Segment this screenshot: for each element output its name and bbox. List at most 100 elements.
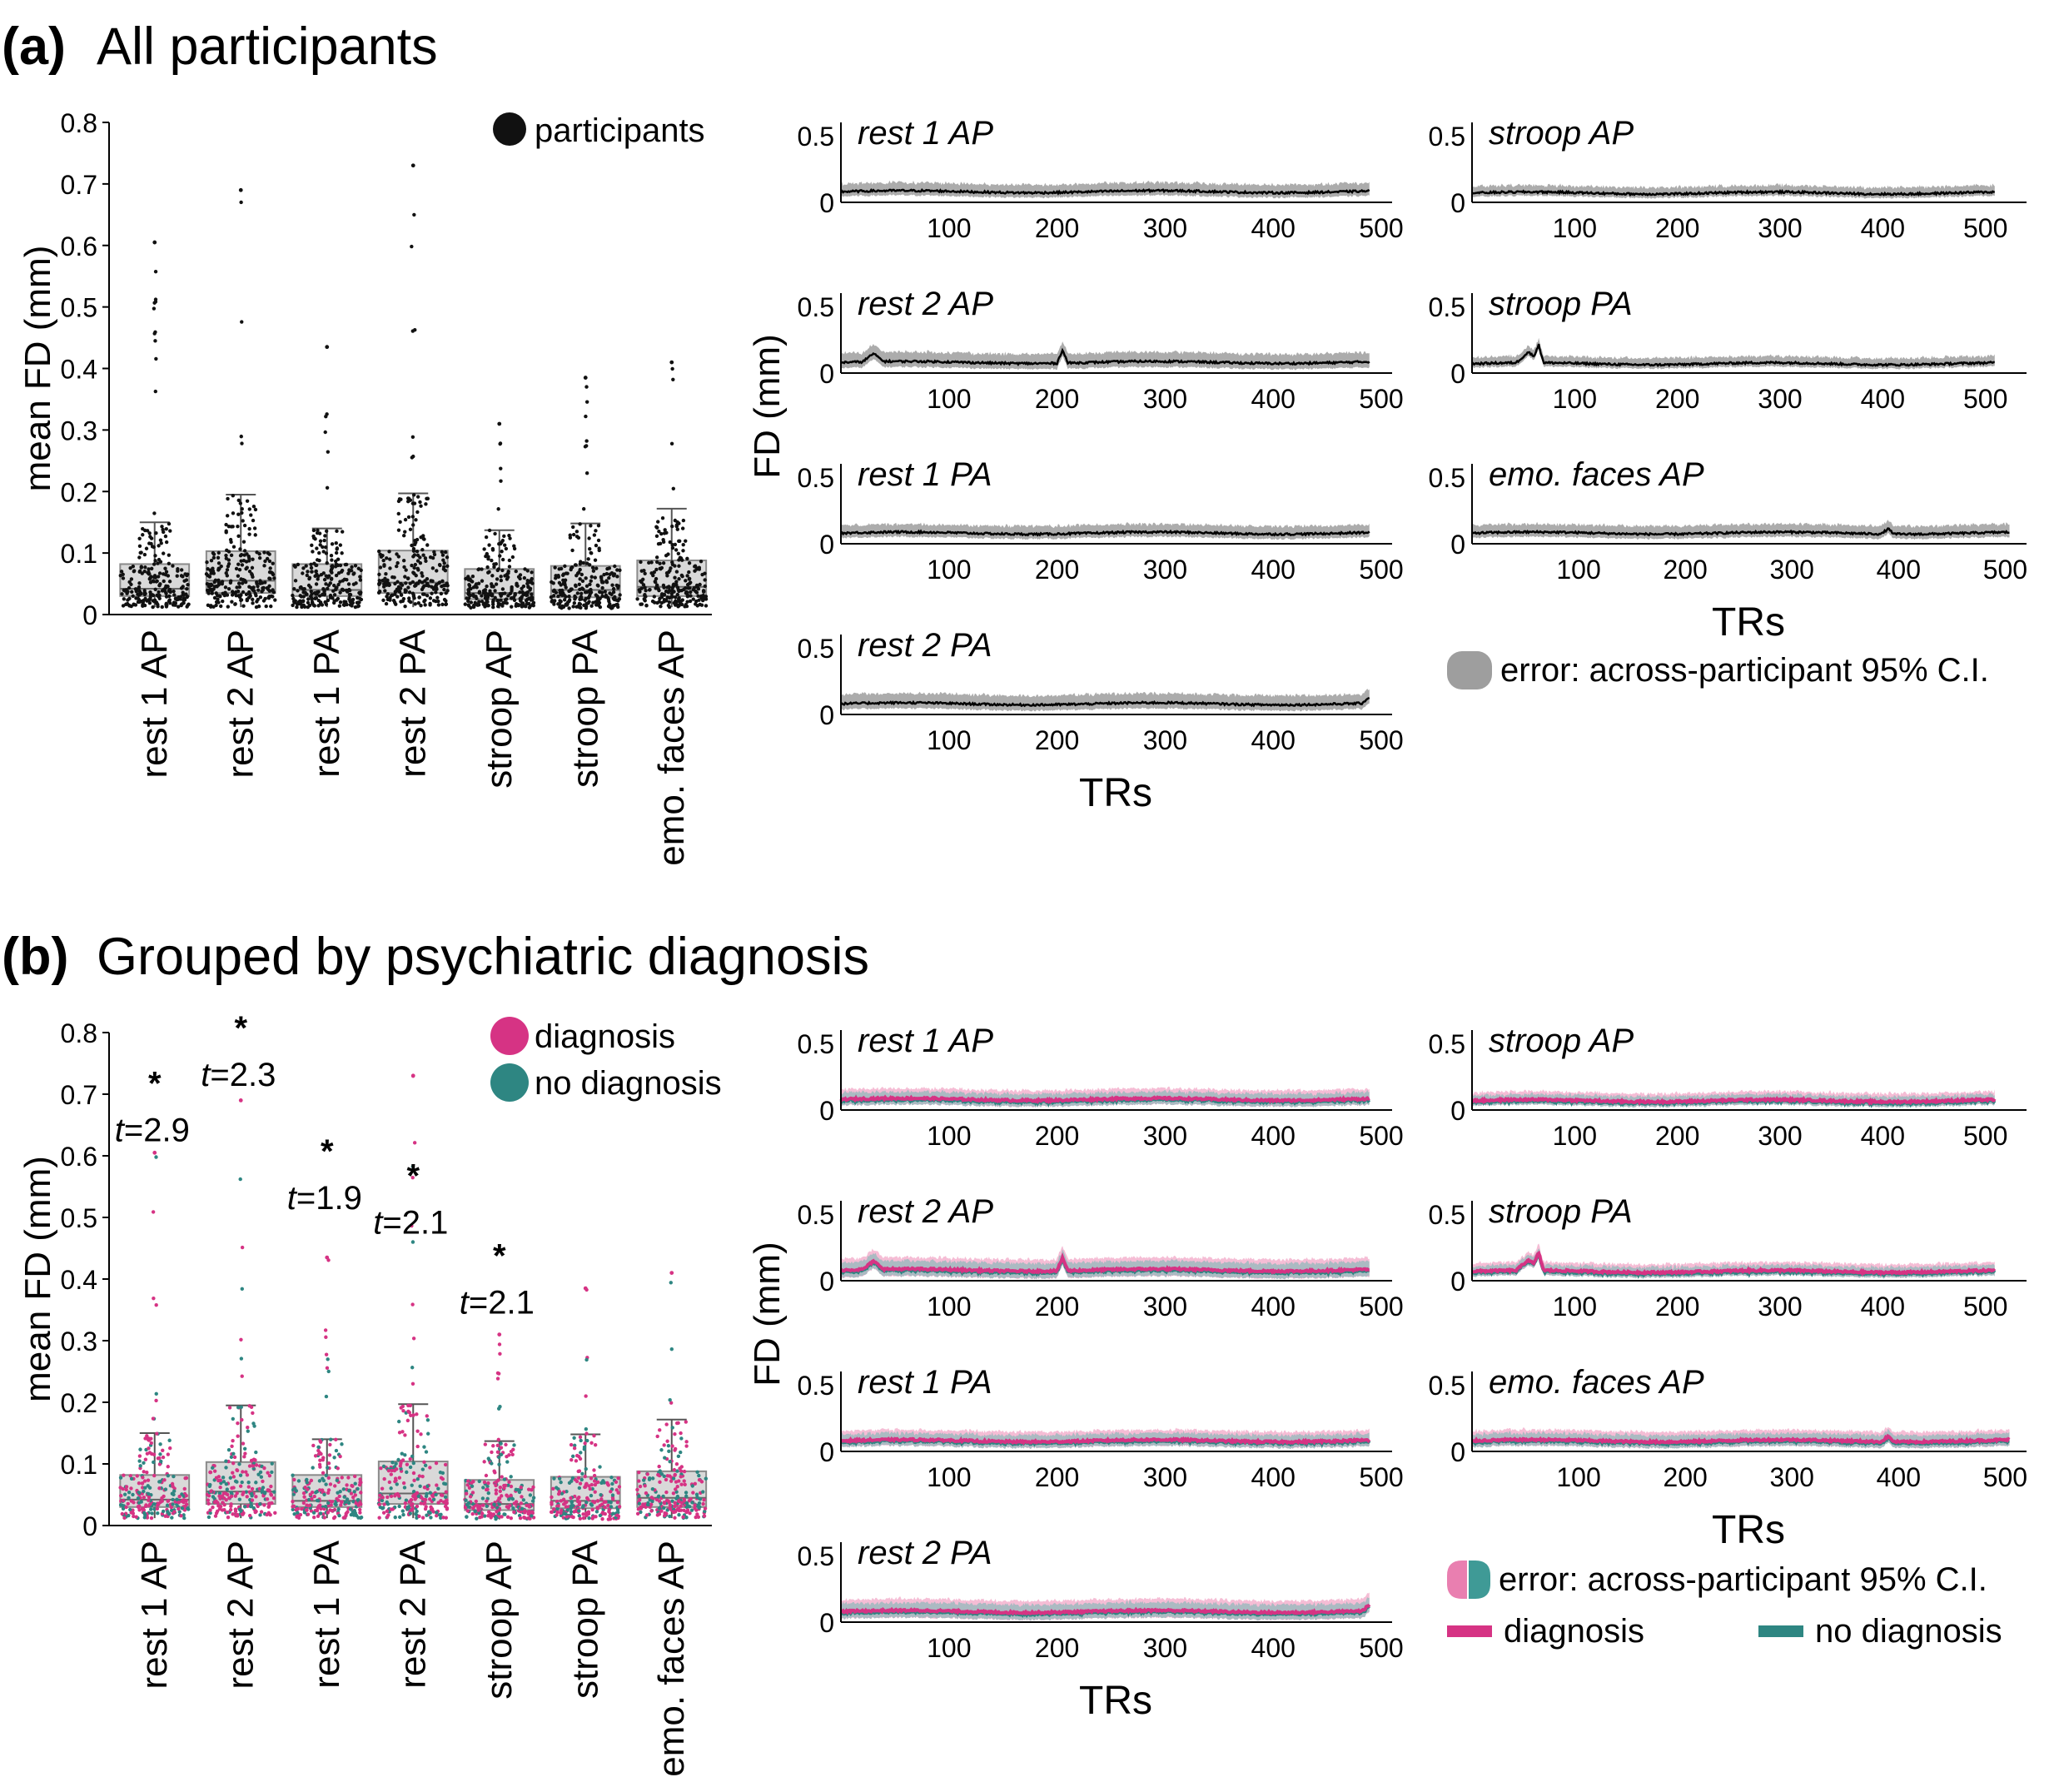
participant-point — [439, 1512, 443, 1517]
participant-point — [667, 585, 671, 590]
participant-point — [137, 593, 142, 597]
participant-point — [234, 566, 239, 571]
participant-point — [404, 581, 408, 585]
participant-point — [128, 565, 132, 570]
participant-point — [247, 569, 252, 574]
participant-point — [591, 1515, 596, 1519]
participant-point — [323, 1505, 328, 1509]
participant-point — [397, 1504, 401, 1509]
participant-point — [154, 580, 158, 584]
participants-legend-marker — [493, 112, 526, 146]
participant-point — [594, 529, 598, 533]
participant-point — [694, 1492, 699, 1496]
participant-point — [242, 553, 246, 557]
outlier-point — [497, 1332, 502, 1337]
participant-point — [611, 1511, 615, 1516]
participant-point — [573, 1494, 577, 1499]
participant-point — [128, 1507, 132, 1512]
participant-point — [226, 586, 231, 591]
participant-point — [251, 518, 256, 523]
participant-point — [227, 1406, 232, 1410]
participant-point — [602, 1481, 606, 1485]
participant-point — [491, 605, 495, 610]
participant-point — [231, 511, 236, 515]
participant-point — [147, 571, 152, 576]
participant-point — [225, 1487, 230, 1491]
participant-point — [214, 584, 219, 589]
participant-point — [156, 1503, 160, 1507]
participant-point — [694, 583, 699, 588]
participant-point — [654, 567, 659, 572]
participant-point — [418, 500, 422, 505]
participant-point — [407, 590, 412, 595]
ts-x-tick-label: 200 — [1035, 725, 1079, 755]
participant-point — [423, 556, 428, 560]
participant-point — [269, 1492, 273, 1496]
participant-point — [413, 602, 417, 606]
ci-pink-half-swatch — [1447, 1561, 1467, 1599]
outlier-point — [497, 421, 502, 426]
participant-point — [478, 1504, 482, 1508]
participant-point — [518, 1516, 523, 1521]
participant-point — [256, 1472, 261, 1476]
participant-point — [466, 578, 471, 582]
participant-point — [138, 1447, 142, 1451]
participant-point — [484, 1473, 489, 1478]
participant-point — [214, 1476, 219, 1480]
participant-point — [701, 1501, 705, 1506]
participant-point — [574, 1509, 579, 1514]
participant-point — [552, 602, 556, 606]
ts-y-tick-label: 0 — [1450, 530, 1465, 560]
participant-point — [509, 1484, 514, 1489]
participant-point — [406, 585, 410, 590]
participant-point — [525, 569, 530, 573]
ts-x-tick-label: 500 — [1963, 1121, 2007, 1151]
participant-point — [317, 594, 322, 598]
participant-point — [499, 1446, 504, 1450]
participant-point — [486, 556, 490, 561]
participant-point — [237, 585, 241, 590]
participant-point — [216, 550, 221, 555]
participant-point — [527, 1505, 531, 1509]
participant-point — [225, 1510, 230, 1515]
category-label: rest 1 AP — [134, 630, 175, 779]
participant-point — [167, 1438, 172, 1442]
participant-point — [206, 1498, 211, 1502]
participant-point — [680, 574, 684, 579]
y-tick-label: 0.2 — [61, 1388, 97, 1418]
participant-point — [389, 1472, 393, 1476]
participant-point — [577, 1500, 581, 1505]
participant-point — [152, 562, 157, 566]
participant-point — [498, 1351, 502, 1356]
participant-point — [394, 1467, 399, 1471]
participant-point — [506, 571, 510, 575]
participant-point — [614, 1488, 619, 1492]
participant-point — [224, 1482, 229, 1486]
participant-point — [657, 1464, 661, 1469]
participant-point — [465, 1483, 470, 1487]
participant-point — [326, 450, 331, 454]
participant-point — [662, 1474, 666, 1479]
participant-point — [322, 577, 327, 582]
participant-point — [258, 1513, 262, 1517]
participant-point — [410, 1483, 414, 1487]
participant-point — [510, 1452, 515, 1457]
ci-legend-a: error: across-participant 95% C.I. — [1447, 651, 1989, 689]
ts-x-axis-label-right: TRs — [1712, 1508, 1785, 1552]
participant-point — [386, 1469, 391, 1473]
participant-point — [129, 1499, 134, 1503]
participant-point — [424, 502, 428, 506]
participant-point — [434, 1492, 438, 1497]
participant-point — [480, 579, 485, 583]
participant-point — [587, 536, 591, 540]
participant-point — [122, 597, 127, 601]
participant-point — [643, 585, 647, 590]
participant-point — [600, 585, 604, 590]
participant-point — [413, 327, 417, 332]
participant-point — [615, 1501, 620, 1505]
participant-point — [608, 602, 612, 606]
participant-point — [224, 1498, 228, 1502]
participant-point — [425, 496, 430, 500]
participant-point — [243, 1451, 247, 1456]
participant-point — [136, 596, 140, 600]
